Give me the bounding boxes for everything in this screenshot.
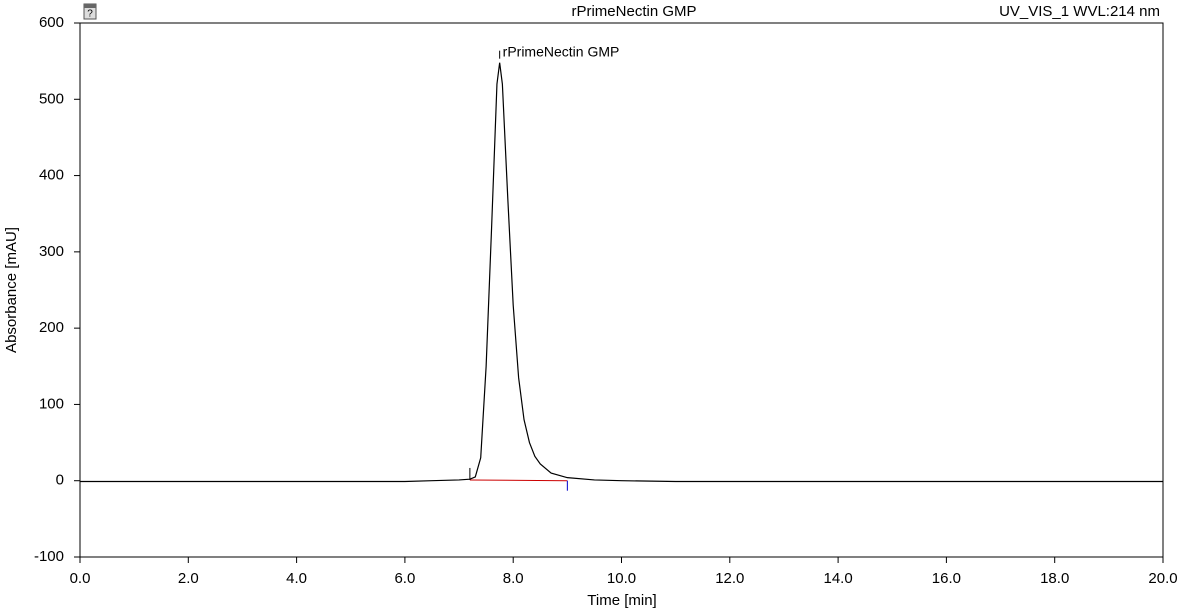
y-tick-label: 600 <box>39 14 64 31</box>
y-tick-label: 100 <box>39 395 64 412</box>
svg-text:?: ? <box>87 9 93 20</box>
channel-label: UV_VIS_1 WVL:214 nm <box>999 3 1160 20</box>
x-tick-label: 8.0 <box>503 570 524 587</box>
x-tick-label: 16.0 <box>932 570 961 587</box>
x-tick-label: 10.0 <box>607 570 636 587</box>
x-tick-label: 20.0 <box>1148 570 1177 587</box>
x-axis-title: Time [min] <box>587 592 656 609</box>
x-tick-label: 12.0 <box>715 570 744 587</box>
y-tick-label: -100 <box>34 548 64 565</box>
x-tick-label: 0.0 <box>70 570 91 587</box>
plot-frame <box>79 22 1164 558</box>
y-tick-label: 200 <box>39 319 64 336</box>
peak-baseline <box>469 479 568 482</box>
icon: ? <box>83 3 97 20</box>
y-tick-label: 400 <box>39 167 64 184</box>
y-tick-label: 300 <box>39 243 64 260</box>
chromatogram-trace <box>80 62 1163 483</box>
x-tick-label: 14.0 <box>823 570 852 587</box>
chart-title: rPrimeNectin GMP <box>571 3 696 20</box>
y-tick-label: 500 <box>39 90 64 107</box>
x-tick-label: 4.0 <box>286 570 307 587</box>
x-tick-label: 2.0 <box>178 570 199 587</box>
x-tick-label: 18.0 <box>1040 570 1069 587</box>
y-axis-title: Absorbance [mAU] <box>3 227 20 353</box>
x-tick-label: 6.0 <box>394 570 415 587</box>
peak-label: rPrimeNectin GMP <box>503 43 620 59</box>
y-tick-label: 0 <box>56 472 64 489</box>
